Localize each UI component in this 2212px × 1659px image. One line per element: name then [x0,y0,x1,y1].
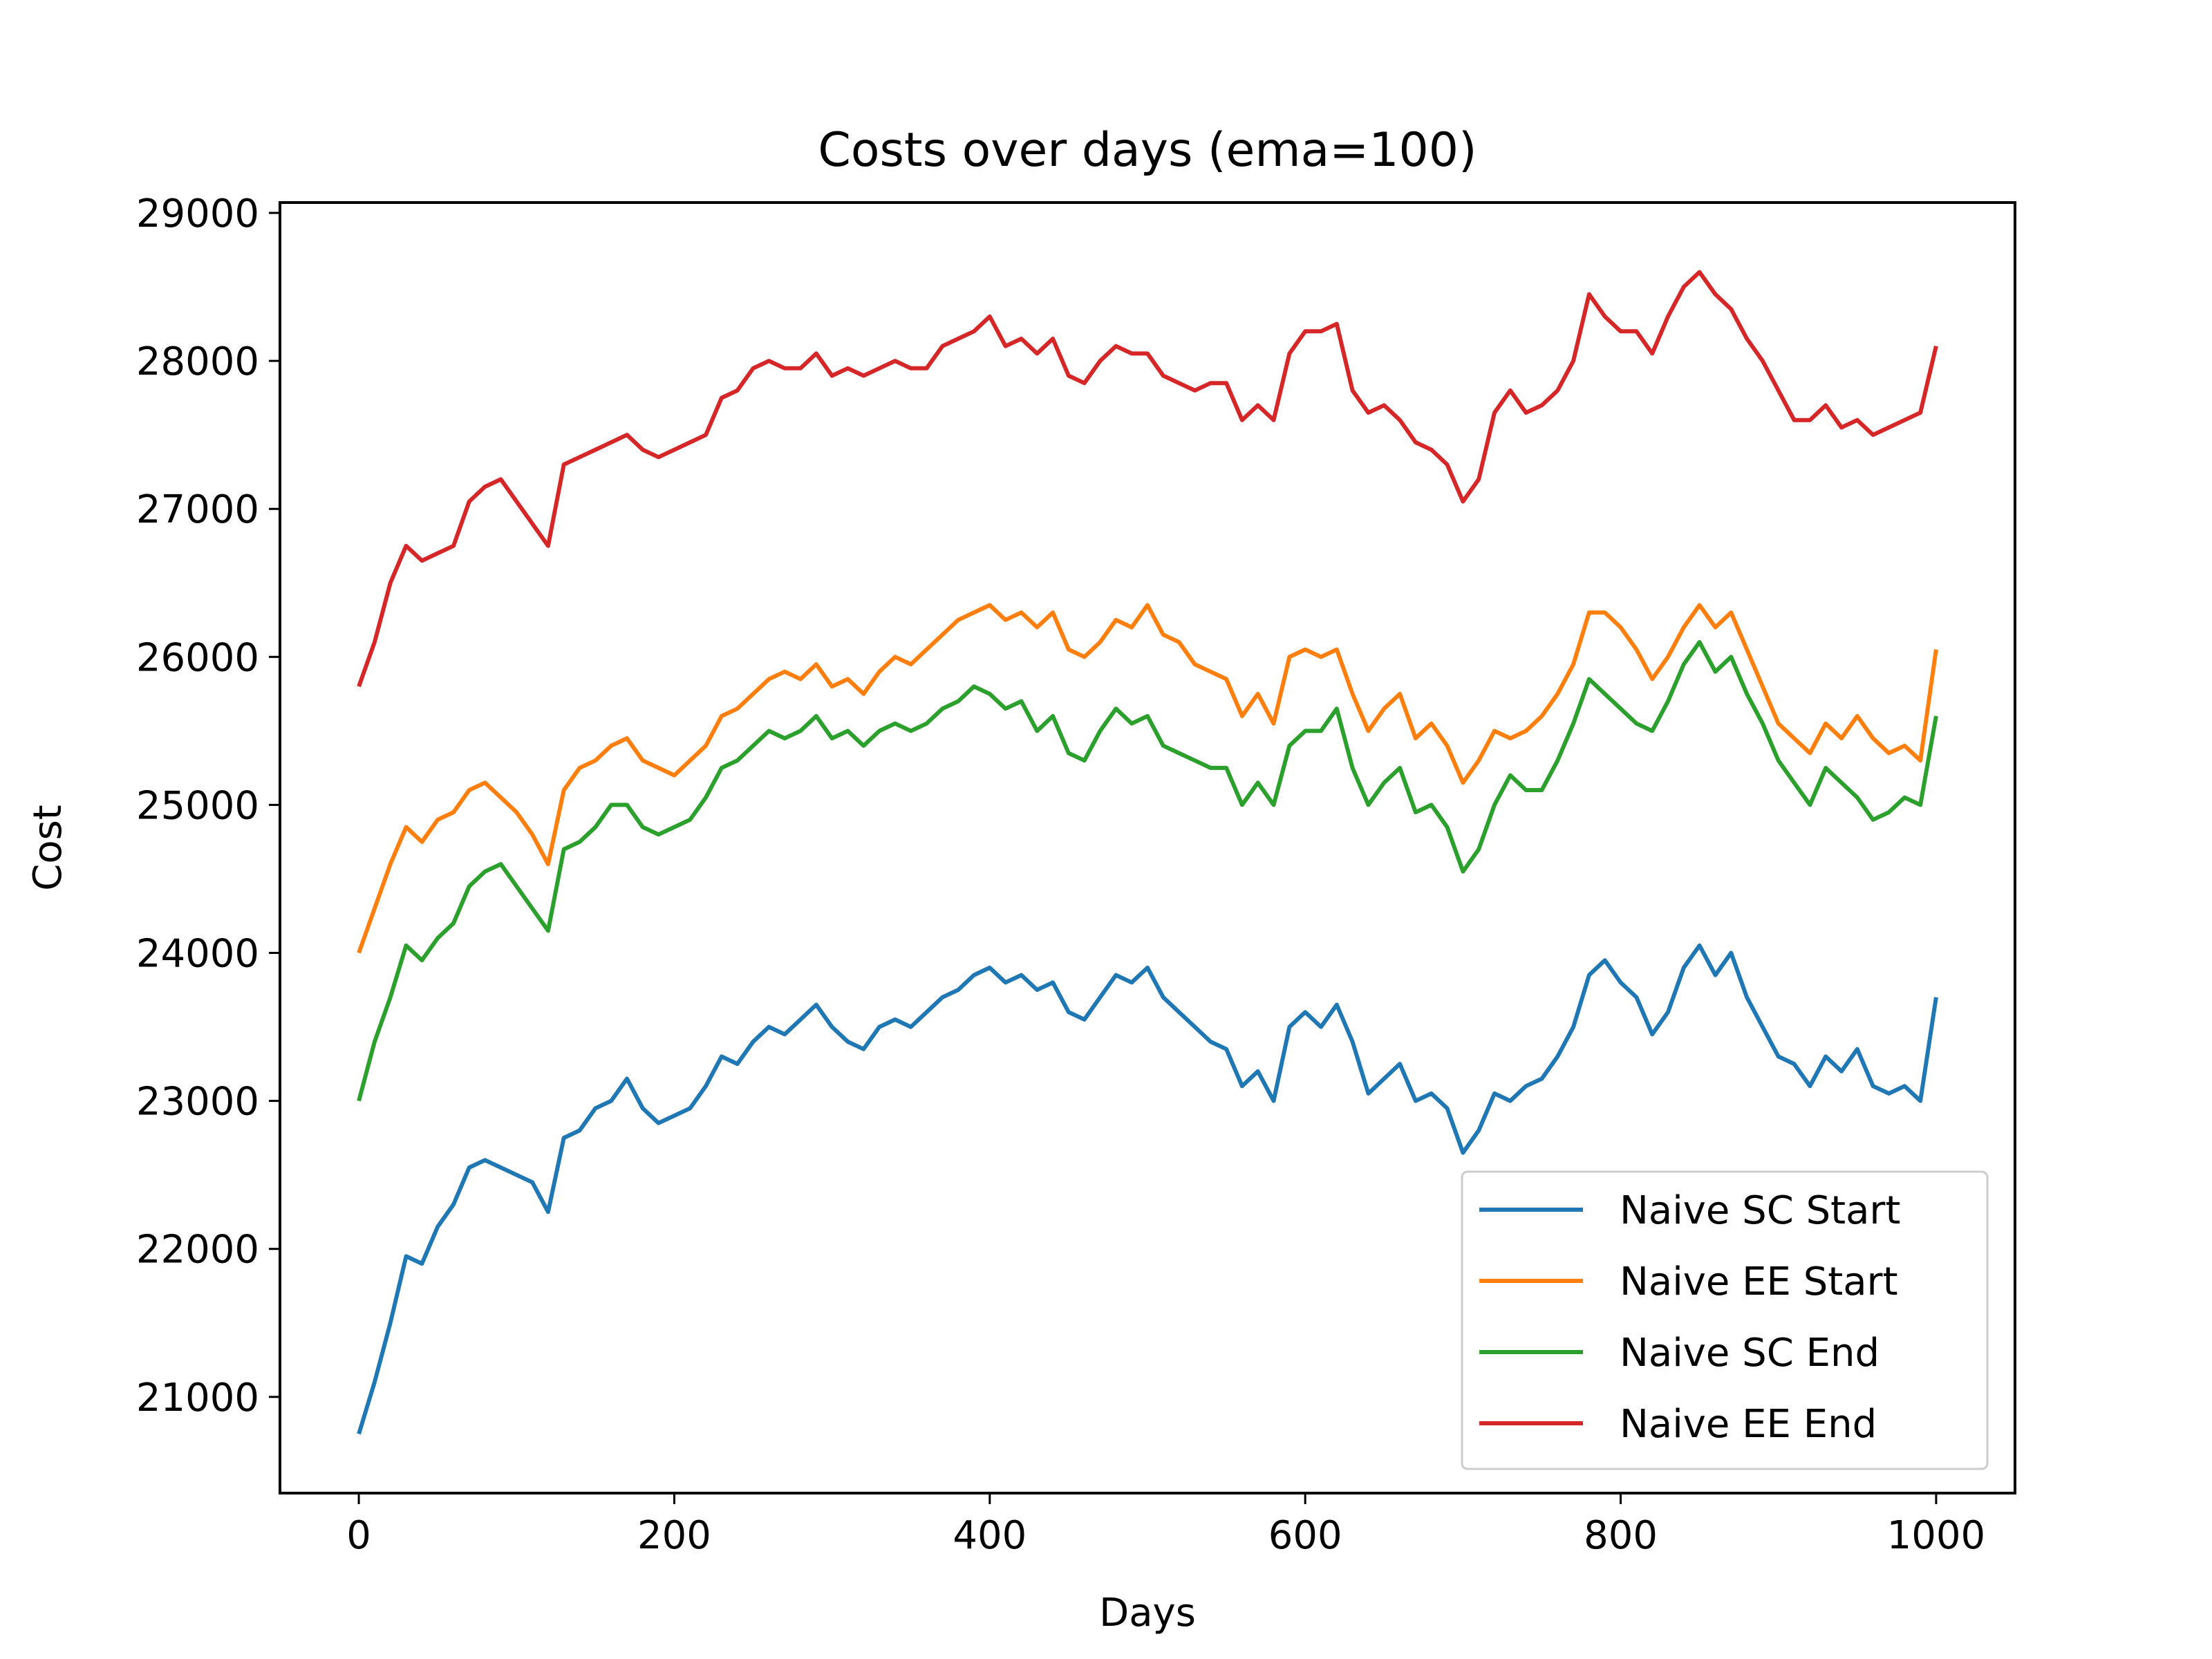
x-tick-label: 200 [637,1513,711,1558]
series-line-naive-ee-start [357,603,1938,954]
x-tick-label: 600 [1268,1513,1342,1558]
y-axis: 21000 22000 23000 24000 25000 26000 27000 28000… [136,191,280,1421]
legend-label: Naive SC Start [1620,1188,1900,1233]
x-tick-label: 0 [346,1513,371,1558]
y-tick-label: 21000 [136,1376,259,1421]
y-tick-label: 28000 [136,339,259,384]
y-tick-label: 25000 [136,783,259,828]
y-tick-label: 24000 [136,932,259,977]
legend: Naive SC Start Naive EE Start Naive SC End… [1461,1170,1989,1470]
x-tick-label: 800 [1584,1513,1658,1558]
y-tick-label: 27000 [136,487,259,532]
series-layer [357,270,1938,1435]
series-line-naive-ee-end [357,270,1938,688]
plot-frame [279,201,2016,1494]
series-line-naive-sc-end [357,639,1938,1102]
legend-label: Naive EE End [1620,1402,1877,1447]
legend-label: Naive SC End [1620,1331,1880,1376]
x-axis: 0 200 400 600 800 1000 [346,1493,1985,1558]
x-axis-title: Days [1099,1591,1196,1635]
legend-label: Naive EE Start [1620,1259,1898,1304]
series-line-naive-sc-start [357,943,1938,1435]
x-tick-label: 400 [953,1513,1027,1558]
plot-area [279,201,2016,1494]
y-axis-title: Cost [26,805,71,891]
y-tick-label: 23000 [136,1080,259,1125]
x-tick-label: 1000 [1887,1513,1986,1558]
y-tick-label: 22000 [136,1228,259,1273]
y-tick-label: 26000 [136,635,259,680]
chart-title: Costs over days (ema=100) [818,123,1477,178]
y-tick-label: 29000 [136,191,259,236]
legend-items: Naive SC Start Naive EE Start Naive SC End… [1479,1188,1900,1447]
legend-box [1461,1170,1989,1470]
